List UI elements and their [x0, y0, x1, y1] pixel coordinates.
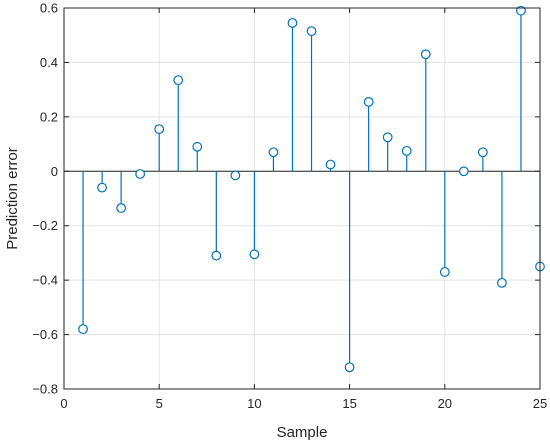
stem-marker	[477, 147, 488, 158]
stem-marker	[154, 124, 165, 135]
x-tick-label: 15	[342, 396, 356, 411]
stem-marker	[287, 18, 298, 28]
stem-marker	[344, 362, 355, 373]
x-axis-label: Sample	[277, 424, 328, 441]
stem-marker	[97, 182, 107, 193]
x-tick-label: 5	[156, 396, 163, 411]
x-tick-label: 0	[60, 396, 67, 411]
stem-marker	[420, 49, 431, 60]
markers	[78, 5, 545, 373]
stem-marker	[173, 75, 184, 86]
y-tick-label: −0.6	[32, 327, 58, 342]
stem-marker	[306, 26, 317, 37]
stem-marker	[78, 324, 88, 335]
y-tick-label: 0	[51, 164, 58, 179]
plot-background	[64, 8, 540, 389]
y-tick-label: 0.6	[40, 1, 58, 16]
y-tick-label: 0.4	[40, 55, 58, 70]
stem-marker	[497, 277, 507, 288]
plot-frame	[63, 7, 541, 390]
x-tick-label: 10	[247, 396, 261, 411]
stem-marker	[268, 147, 279, 158]
stem-marker	[516, 5, 526, 16]
stem-marker	[382, 132, 393, 143]
y-axis-label: Prediction error	[4, 147, 21, 250]
stem-marker	[325, 159, 336, 170]
y-tick-label: −0.4	[32, 273, 58, 288]
y-tick-label: −0.2	[32, 218, 58, 233]
stem-marker	[135, 169, 146, 179]
x-tick-label: 25	[533, 396, 547, 411]
x-axis-ticks: 0 5 10 15 20 25	[60, 8, 547, 411]
stem-marker	[458, 166, 469, 177]
stem-marker	[116, 203, 127, 213]
y-tick-label: −0.8	[32, 382, 58, 397]
stem-marker	[363, 96, 374, 107]
stem-marker	[249, 249, 260, 260]
y-tick-label: 0.2	[40, 109, 58, 124]
stem-marker	[192, 141, 203, 152]
stem-marker	[439, 267, 450, 277]
stem-marker	[211, 250, 222, 261]
y-axis-ticks: −0.8 −0.6 −0.4 −0.2 0 0.2 0.4 0.6	[32, 1, 540, 397]
stem-marker	[230, 170, 241, 181]
stem-marker	[401, 145, 412, 156]
x-tick-label: 20	[438, 396, 452, 411]
